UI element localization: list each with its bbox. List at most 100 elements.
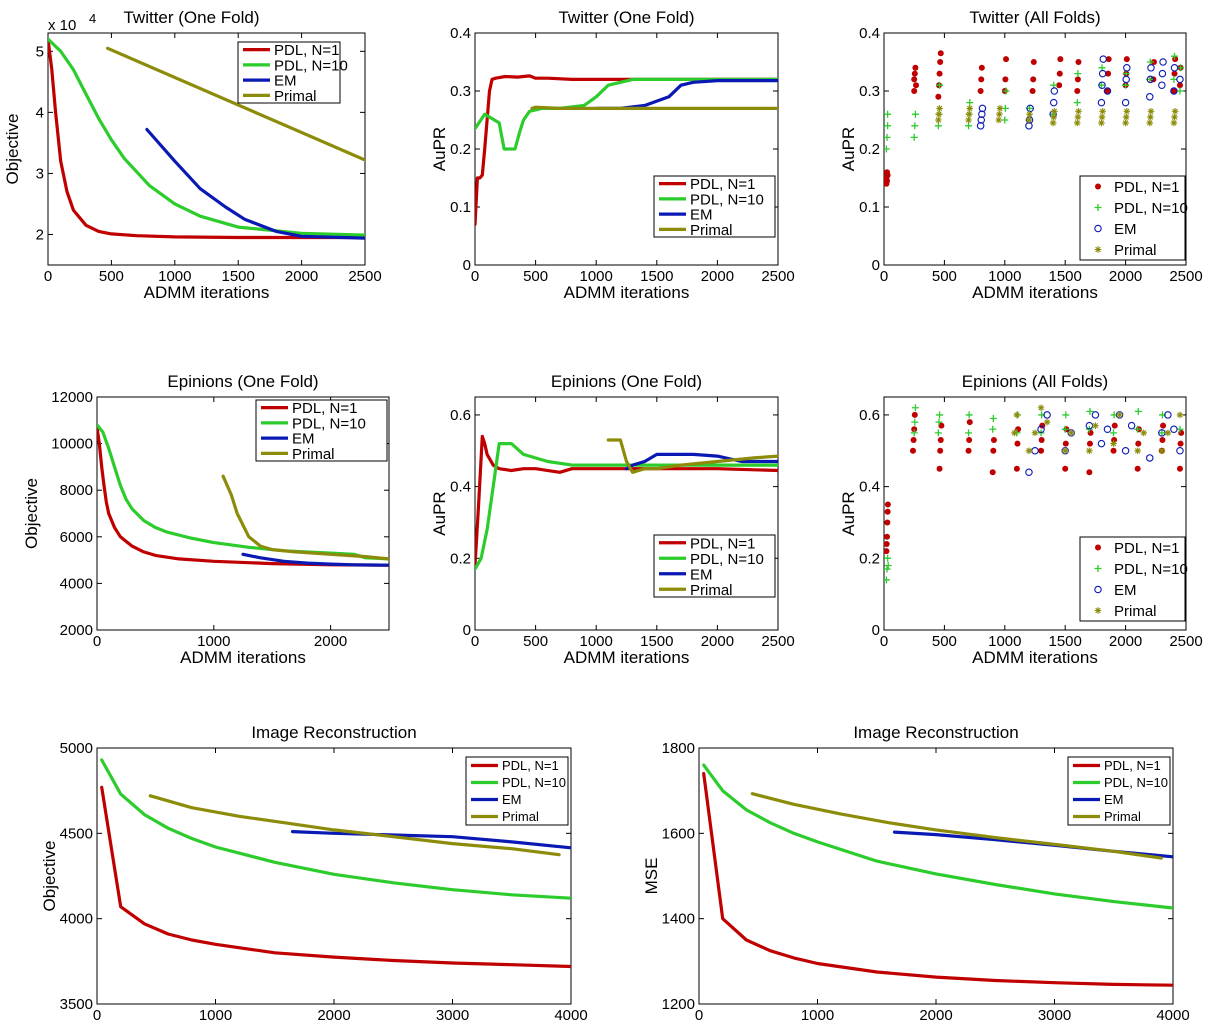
y-tick-label: 5000: [60, 740, 93, 757]
data-point-pdl1: [884, 508, 891, 515]
data-point-pdl1: [1159, 437, 1166, 444]
y-tick-label: 4000: [60, 575, 93, 592]
y-tick-label: 5: [36, 43, 44, 60]
x-tick-label: 0: [695, 1007, 703, 1023]
data-point-pdl1: [936, 70, 943, 77]
data-point-em: [978, 110, 986, 118]
axis-exponent: x 10: [48, 17, 76, 34]
data-point-pdl1: [1062, 465, 1069, 472]
plot-area: [100, 758, 571, 969]
data-point-primal: [1122, 119, 1129, 127]
x-tick-label: 2000: [919, 1007, 952, 1023]
legend-box: [1079, 175, 1186, 261]
image-objective-chart: 0 1000 2000 3000 4000 3500 4000 4500 5000 Image R…: [40, 723, 588, 1023]
x-axis-label: ADMM iterations: [180, 648, 306, 667]
series-line-em: [594, 78, 778, 111]
series-line-pdl1: [100, 785, 571, 969]
data-point-pdl1: [884, 519, 891, 526]
data-point-pdl1: [965, 447, 972, 454]
data-point-primal: [1140, 429, 1148, 437]
data-point-primal: [1074, 113, 1082, 121]
data-point-pdl1: [913, 82, 920, 89]
data-point-primal: [996, 105, 1004, 112]
legend-box: [255, 399, 388, 462]
data-point-pdl1: [937, 437, 944, 444]
data-point-em: [1158, 81, 1166, 89]
data-point-em: [1103, 87, 1112, 95]
data-point-primal: [935, 116, 942, 124]
chart-title: Epinions (All Folds): [962, 372, 1108, 391]
y-tick-label: 3500: [60, 996, 93, 1013]
data-point-primal: [1099, 108, 1106, 115]
data-point-primal: [1098, 119, 1105, 127]
data-point-pdl1: [1003, 56, 1010, 63]
data-point-em: [1043, 411, 1051, 419]
data-point-primal: [1086, 447, 1093, 455]
plot-area: [884, 50, 1185, 187]
data-point-pdl1: [1013, 465, 1020, 472]
legend-entry: EM: [274, 73, 297, 90]
y-tick-label: 8000: [60, 482, 93, 499]
series-line-pdl1: [48, 37, 365, 240]
data-point-primal: [995, 116, 1003, 124]
data-point-primal: [1049, 119, 1057, 127]
series-line-pdl10: [48, 37, 365, 237]
y-tick-label: 0.6: [450, 407, 471, 424]
data-point-primal: [965, 116, 972, 124]
legend-entry: Primal: [690, 222, 733, 239]
y-tick-label: 0.2: [450, 141, 471, 158]
legend-box: [653, 175, 776, 238]
data-point-em: [1026, 104, 1034, 113]
data-point-em: [1031, 447, 1039, 455]
data-point-pdl1: [912, 64, 919, 71]
x-tick-label: 2500: [348, 268, 381, 285]
series-line-em: [290, 829, 571, 850]
data-point-pdl10: [1171, 52, 1179, 60]
legend-entry: PDL, N=10: [502, 775, 566, 790]
data-point-primal: [996, 110, 1003, 118]
y-tick-label: 4000: [60, 911, 93, 928]
data-point-primal: [1110, 440, 1117, 447]
legend-entry: EM: [502, 792, 522, 807]
chart-title: Twitter (All Folds): [969, 8, 1100, 27]
data-point-pdl1: [884, 540, 890, 547]
data-point-em: [1146, 454, 1154, 462]
x-tick-label: 2000: [314, 633, 347, 650]
y-tick-label: 0.4: [859, 479, 880, 496]
x-tick-label: 1000: [197, 633, 230, 650]
data-point-pdl1: [990, 447, 997, 454]
y-tick-label: 6000: [60, 529, 93, 546]
data-point-pdl1: [989, 469, 996, 476]
data-point-primal: [1025, 447, 1033, 455]
plot-area: [97, 423, 389, 567]
x-tick-label: 500: [523, 268, 548, 285]
legend-marker-em: [1094, 224, 1102, 233]
x-tick-label: 2500: [761, 633, 794, 650]
y-tick-label: 1200: [662, 996, 695, 1013]
series-line-pdl10: [702, 763, 1173, 910]
series-line-pdl1: [475, 74, 778, 226]
x-tick-label: 0: [880, 633, 888, 650]
data-point-pdl10: [910, 133, 918, 141]
series-line-primal: [606, 438, 778, 474]
series-line-primal: [148, 794, 561, 857]
x-axis-label: ADMM iterations: [564, 648, 690, 667]
y-axis-label: AuPR: [839, 491, 858, 535]
data-point-pdl10: [911, 110, 919, 118]
data-point-em: [1098, 81, 1106, 89]
axes-box: [96, 396, 390, 631]
legend-entry: EM: [1114, 582, 1137, 599]
data-point-em: [1049, 98, 1058, 107]
y-axis-label: AuPR: [430, 127, 449, 171]
y-tick-label: 0.3: [859, 83, 880, 100]
plot-area: [48, 37, 365, 240]
data-point-pdl1: [884, 172, 891, 179]
x-tick-label: 2500: [1169, 268, 1202, 285]
plot-area: [884, 404, 1185, 584]
legend-entry: PDL, N=1: [274, 42, 339, 59]
data-point-em: [1025, 468, 1033, 477]
